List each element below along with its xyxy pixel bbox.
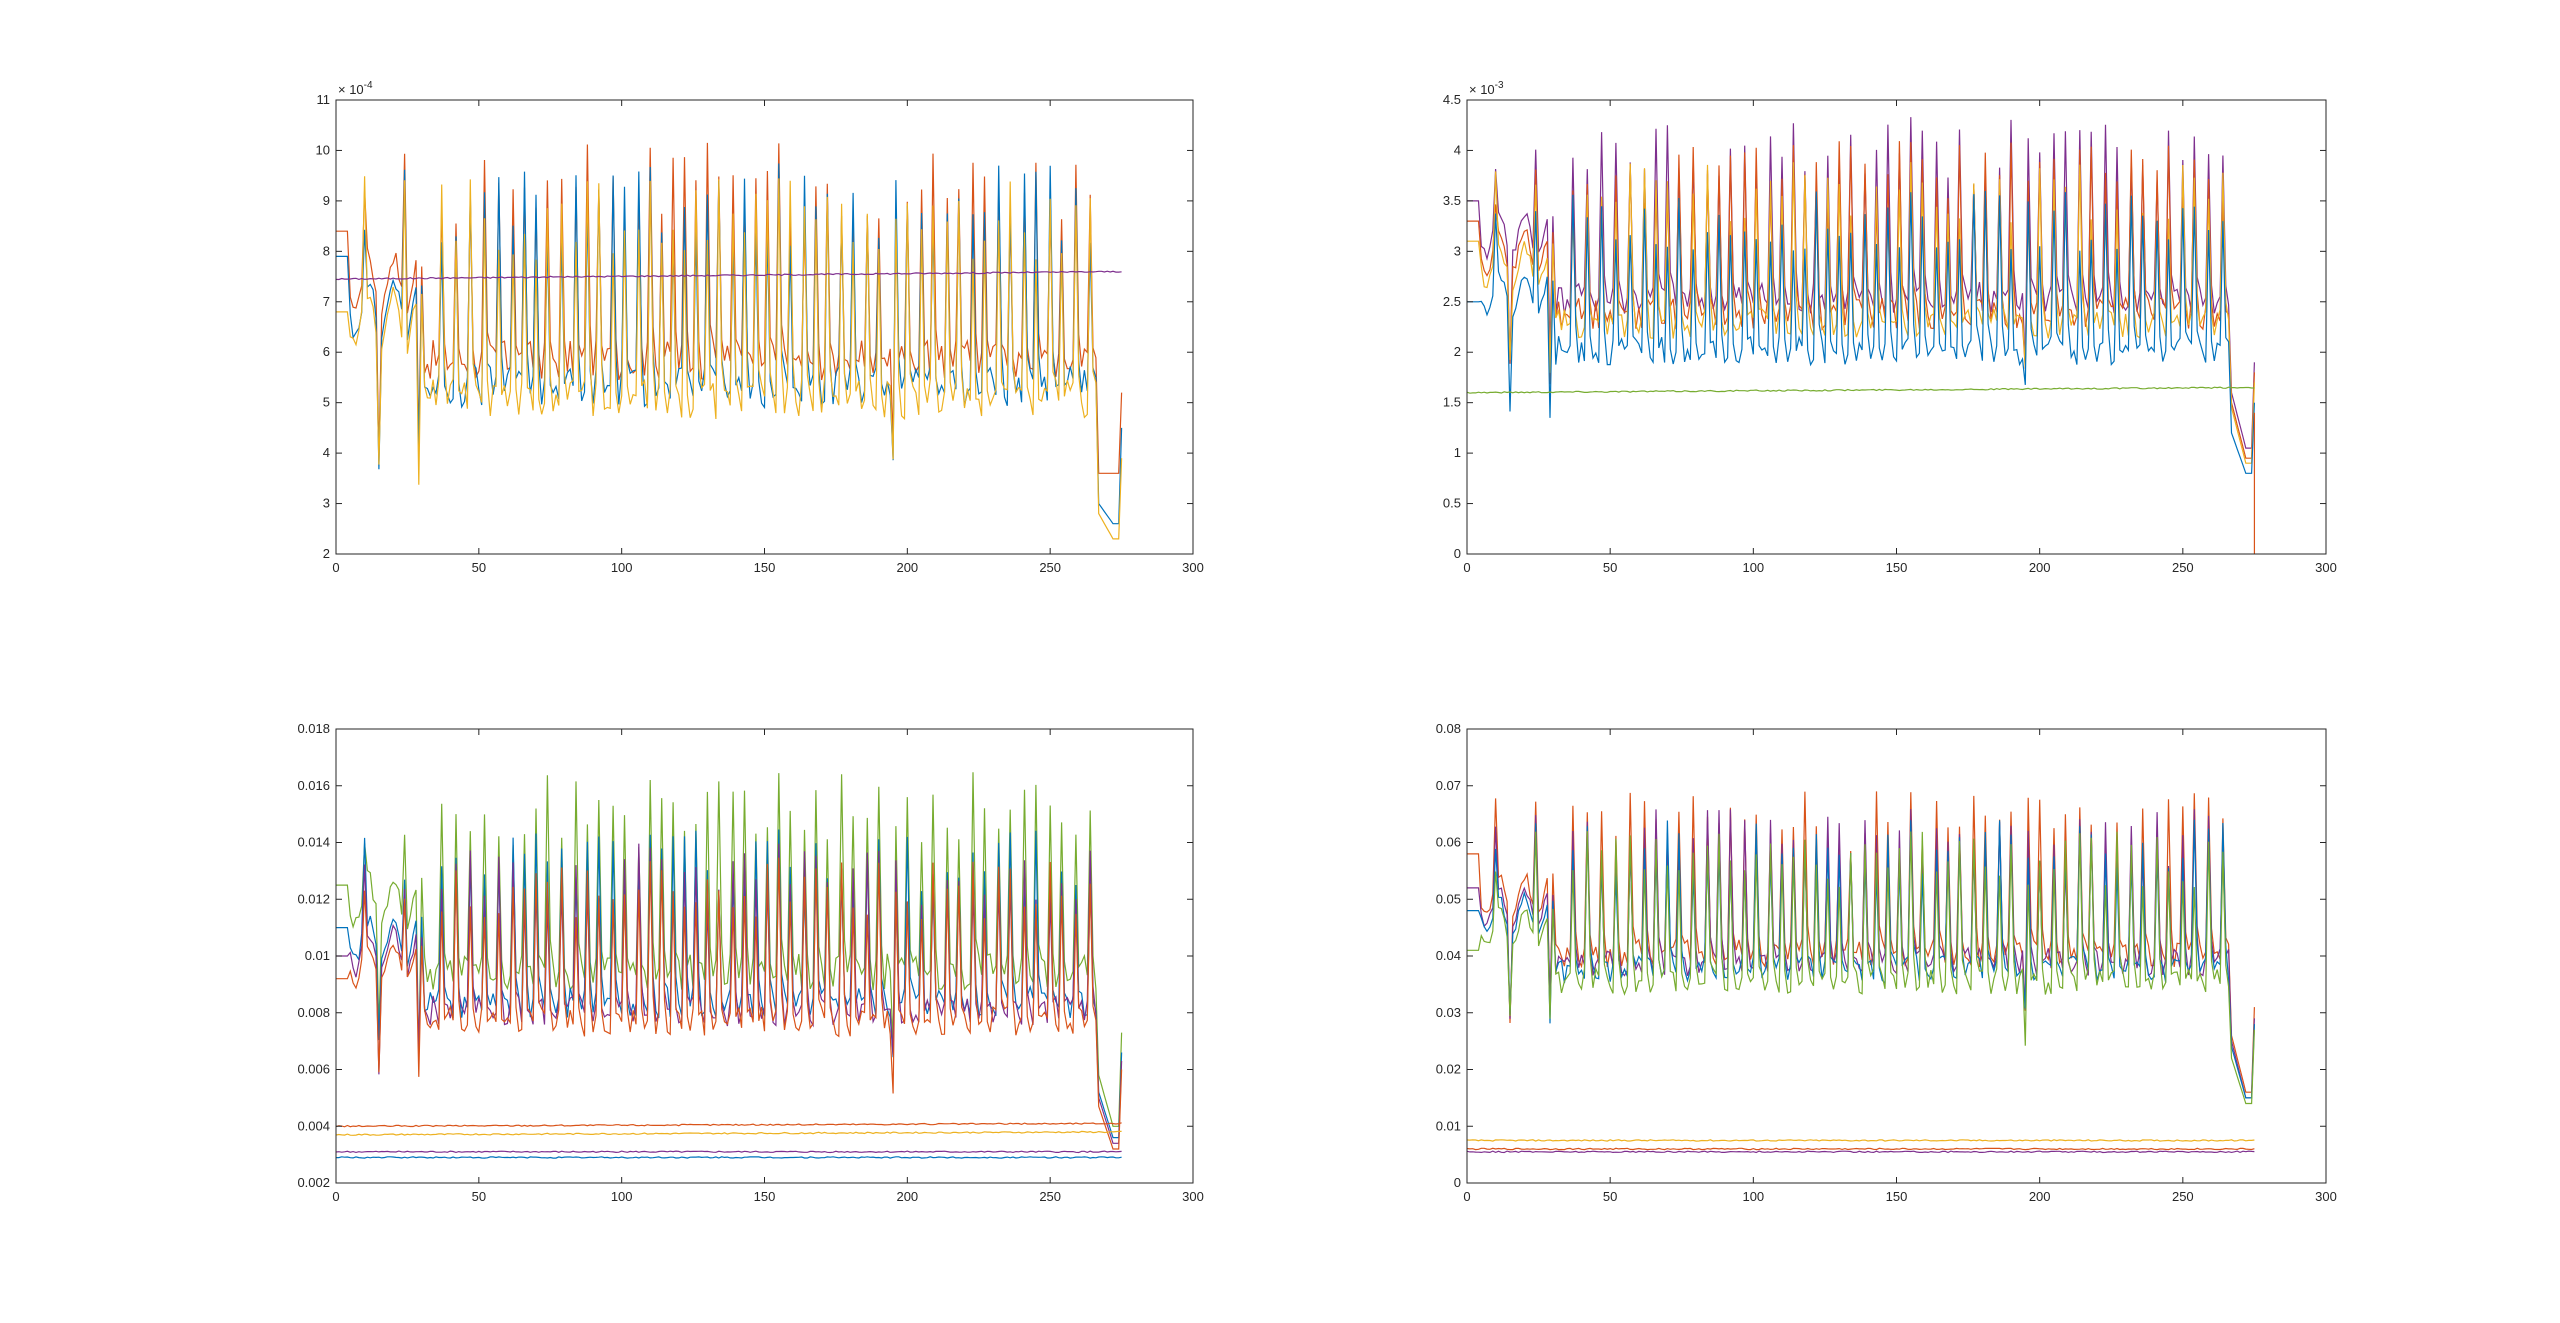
series-line-green <box>1467 831 2255 1105</box>
y-tick-label: 4 <box>1454 142 1461 157</box>
flat-line-purple <box>336 270 1122 281</box>
y-tick-label: 0 <box>1454 1175 1461 1190</box>
x-tick-label: 100 <box>611 1189 633 1204</box>
x-tick-label: 100 <box>611 560 633 575</box>
x-tick-label: 0 <box>1463 560 1470 575</box>
flat-line-yellow <box>336 1130 1122 1136</box>
x-tick-label: 50 <box>1603 560 1617 575</box>
x-tick-label: 200 <box>896 560 918 575</box>
y-tick-label: 0.05 <box>1436 891 1461 906</box>
y-tick-label: 0.01 <box>305 948 330 963</box>
plot-area <box>336 772 1123 1159</box>
axis-exponent: × 10-3 <box>1469 80 1504 97</box>
y-tick-label: 6 <box>323 344 330 359</box>
series-line-orange <box>1467 141 2255 459</box>
series-line-yellow <box>336 176 1123 540</box>
x-tick-label: 200 <box>2029 560 2051 575</box>
flat-line-orange <box>1467 1147 2255 1151</box>
x-tick-label: 300 <box>1182 1189 1204 1204</box>
series-line-orange <box>336 142 1123 474</box>
y-tick-label: 0.016 <box>297 778 330 793</box>
x-tick-label: 0 <box>332 1189 339 1204</box>
y-tick-label: 3.5 <box>1443 193 1461 208</box>
x-tick-label: 50 <box>472 560 486 575</box>
y-tick-label: 1 <box>1454 445 1461 460</box>
x-tick-label: 100 <box>1742 1189 1764 1204</box>
x-tick-label: 250 <box>1039 1189 1061 1204</box>
y-tick-label: 0.01 <box>1436 1118 1461 1133</box>
y-tick-label: 0.002 <box>297 1175 330 1190</box>
x-tick-label: 200 <box>2029 1189 2051 1204</box>
flat-line-orange <box>336 1122 1122 1128</box>
y-tick-label: 2 <box>1454 344 1461 359</box>
y-tick-label: 11 <box>317 92 331 107</box>
x-tick-label: 150 <box>754 1189 776 1204</box>
series-line-blue <box>1467 190 2255 474</box>
y-tick-label: 2.5 <box>1443 294 1461 309</box>
y-tick-label: 0.08 <box>1436 721 1461 736</box>
x-tick-label: 200 <box>896 1189 918 1204</box>
x-tick-label: 300 <box>1182 560 1204 575</box>
series-line-green <box>336 772 1123 1127</box>
flat-line-blue <box>336 1156 1122 1159</box>
y-tick-label: 5 <box>323 395 330 410</box>
x-tick-label: 150 <box>1886 1189 1908 1204</box>
series-line-orange <box>1467 791 2255 1093</box>
x-tick-label: 0 <box>332 560 339 575</box>
y-tick-label: 8 <box>323 243 330 258</box>
axis-exponent: × 10-4 <box>338 80 373 97</box>
x-tick-label: 250 <box>2172 560 2194 575</box>
series-line-purple <box>336 843 1123 1144</box>
y-tick-label: 0.006 <box>297 1062 330 1077</box>
y-tick-label: 0.004 <box>297 1118 330 1133</box>
y-tick-label: 3 <box>323 496 330 511</box>
x-tick-label: 50 <box>472 1189 486 1204</box>
x-tick-label: 150 <box>1886 560 1908 575</box>
x-tick-label: 150 <box>754 560 776 575</box>
series-line-yellow <box>1467 162 2255 464</box>
y-tick-label: 2 <box>323 546 330 561</box>
flat-line-yellow <box>1467 1139 2255 1142</box>
y-tick-label: 0.06 <box>1436 835 1461 850</box>
y-tick-label: 0 <box>1454 546 1461 561</box>
subplot-top-right: 0 50 100 150 200 250 300 0 0.5 1 1.5 2 2.5 3 3.5 4 4.5 × … <box>1443 80 2337 575</box>
y-tick-label: 3 <box>1454 243 1461 258</box>
plot-area <box>1467 791 2255 1154</box>
series-line-orange <box>336 857 1123 1150</box>
flat-line-green <box>1467 386 2255 394</box>
y-tick-label: 0.04 <box>1436 948 1461 963</box>
x-tick-label: 300 <box>2315 1189 2337 1204</box>
y-tick-label: 0.008 <box>297 1005 330 1020</box>
subplot-bottom-right: 0 50 100 150 200 250 300 0 0.01 0.02 0.03 0.04 0.05 0… <box>1436 721 2337 1204</box>
y-tick-label: 1.5 <box>1443 395 1461 410</box>
series-line-blue <box>336 163 1123 525</box>
y-tick-label: 0.03 <box>1436 1005 1461 1020</box>
y-tick-label: 4.5 <box>1443 92 1461 107</box>
x-tick-label: 250 <box>1039 560 1061 575</box>
subplot-bottom-left: 0 50 100 150 200 250 300 0.002 0.004 0.006 0.008 0.… <box>297 721 1203 1204</box>
y-tick-label: 0.02 <box>1436 1062 1461 1077</box>
plot-area <box>336 142 1123 540</box>
y-tick-label: 4 <box>323 445 330 460</box>
y-tick-label: 0.012 <box>297 891 330 906</box>
y-tick-label: 0.07 <box>1436 778 1461 793</box>
flat-line-purple <box>336 1150 1122 1154</box>
flat-line-purple <box>1467 1150 2255 1154</box>
y-tick-label: 0.014 <box>297 835 330 850</box>
x-tick-label: 250 <box>2172 1189 2194 1204</box>
y-tick-label: 9 <box>323 193 330 208</box>
series-line-blue <box>1467 819 2255 1099</box>
x-tick-label: 100 <box>1742 560 1764 575</box>
y-tick-label: 0.5 <box>1443 496 1461 511</box>
x-tick-label: 300 <box>2315 560 2337 575</box>
y-tick-label: 7 <box>323 294 330 309</box>
plot-area <box>1467 117 2256 554</box>
y-tick-label: 0.018 <box>297 721 330 736</box>
y-tick-label: 10 <box>316 142 330 157</box>
subplot-top-left: 0 50 100 150 200 250 300 2 3 4 5 6 7 8 9 10 11 × 10-4 <box>316 80 1204 575</box>
x-tick-label: 0 <box>1463 1189 1470 1204</box>
x-tick-label: 50 <box>1603 1189 1617 1204</box>
